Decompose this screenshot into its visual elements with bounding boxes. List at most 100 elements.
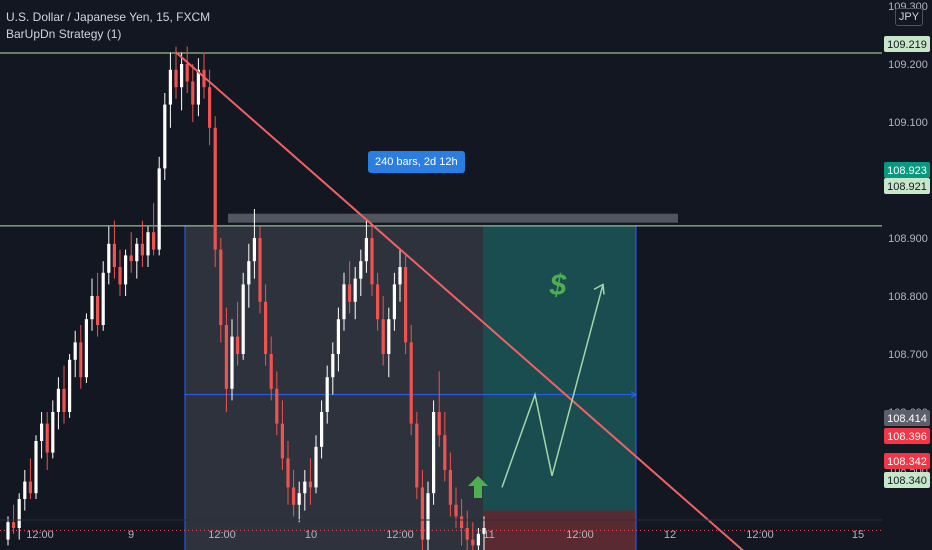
- candle-body: [415, 423, 419, 488]
- candle-body: [258, 238, 262, 302]
- candle-body: [432, 412, 436, 494]
- price-label-text: 108.396: [887, 431, 927, 443]
- price-label-badge: [884, 410, 930, 426]
- candle-body: [68, 359, 72, 412]
- candle-body: [6, 522, 10, 540]
- candle-body: [353, 278, 357, 302]
- measure-range-zone[interactable]: [185, 225, 483, 550]
- target-zone[interactable]: [483, 225, 636, 511]
- candle-body: [336, 319, 340, 354]
- candle-body: [426, 493, 430, 540]
- candle-body: [174, 69, 178, 88]
- candle-body: [34, 441, 38, 494]
- candle-body: [387, 319, 391, 354]
- candle-body: [196, 69, 200, 105]
- candle-body: [157, 168, 161, 250]
- time-tick-label: 12:00: [566, 529, 594, 541]
- price-tick-label: 108.700: [888, 349, 928, 361]
- price-label-badge: [884, 178, 930, 194]
- candle-body: [320, 412, 324, 447]
- candle-body: [146, 232, 150, 256]
- candle-body: [23, 481, 27, 499]
- projection-path[interactable]: [501, 284, 604, 488]
- candle-body: [460, 516, 464, 528]
- candle-body: [107, 243, 111, 273]
- candle-body: [112, 243, 116, 267]
- candle-body: [437, 412, 441, 436]
- candle-body: [168, 69, 172, 105]
- candle-body: [286, 458, 290, 488]
- candle-body: [62, 388, 66, 412]
- candle-body: [292, 487, 296, 505]
- candle-body: [236, 336, 240, 354]
- price-label-text: 108.923: [887, 165, 927, 177]
- descending-trendline[interactable]: [175, 51, 757, 550]
- candle-body: [101, 272, 105, 325]
- candle-body: [180, 64, 184, 88]
- candle-body: [40, 423, 44, 441]
- candle-body: [476, 533, 480, 546]
- candle-body: [79, 342, 83, 378]
- price-label-badge: [884, 36, 930, 52]
- candle-body: [124, 255, 128, 285]
- price-label-text: 109.219: [887, 39, 927, 51]
- projection-arrowhead: [593, 283, 605, 295]
- candle-body: [84, 319, 88, 378]
- candle-body: [331, 354, 335, 378]
- indicator-title[interactable]: BarUpDn Strategy (1): [6, 27, 122, 41]
- price-label-badge: [884, 453, 930, 469]
- candle-body: [392, 284, 396, 320]
- time-tick-label: 12:00: [26, 529, 54, 541]
- candle-body: [152, 232, 156, 250]
- candle-body: [454, 504, 458, 517]
- candle-body: [230, 336, 234, 389]
- candle-body: [247, 261, 251, 285]
- price-tick-label: 109.200: [888, 59, 928, 71]
- candle-body: [224, 325, 228, 389]
- time-tick-label: 12:00: [386, 529, 414, 541]
- time-tick-label: 12:00: [746, 529, 774, 541]
- candle-body: [482, 528, 486, 534]
- candle-body: [163, 104, 167, 169]
- candle-body: [213, 127, 217, 250]
- candle-body: [381, 319, 385, 354]
- candle-body: [28, 481, 32, 494]
- candle-body: [12, 522, 16, 528]
- candle-body: [325, 377, 329, 412]
- candle-body: [348, 284, 352, 302]
- candle-body: [297, 493, 301, 505]
- candle-body: [420, 487, 424, 540]
- candle-body: [191, 81, 195, 105]
- candle-body: [96, 296, 100, 325]
- candle-body: [185, 64, 189, 82]
- candle-body: [376, 284, 380, 320]
- price-label-badge: [884, 428, 930, 444]
- candle-body: [404, 267, 408, 343]
- candle-body: [448, 470, 452, 505]
- candle-body: [90, 296, 94, 320]
- price-tick-label: 108.800: [888, 291, 928, 303]
- time-tick-label: 15: [852, 529, 864, 541]
- resistance-zone[interactable]: [228, 213, 678, 223]
- candle-body: [45, 423, 49, 453]
- stop-zone[interactable]: [483, 510, 636, 550]
- chart-legend: U.S. Dollar / Japanese Yen, 15, FXCM Bar…: [6, 9, 210, 43]
- currency-badge[interactable]: JPY: [895, 8, 923, 26]
- time-tick-label: 9: [128, 529, 134, 541]
- time-tick-label: 11: [483, 529, 494, 541]
- candle-body: [409, 342, 413, 424]
- candle-body: [17, 499, 21, 528]
- time-tick-label: 12: [664, 529, 676, 541]
- candle-body: [303, 481, 307, 494]
- time-tick-label: 12:00: [208, 529, 236, 541]
- price-label-text: 108.342: [887, 456, 927, 468]
- price-tick-label: 109.100: [888, 117, 928, 129]
- candle-body: [140, 243, 144, 256]
- price-tick-label: 108.900: [888, 233, 928, 245]
- candle-body: [73, 342, 77, 360]
- candle-body: [314, 446, 318, 488]
- candle-body: [56, 388, 60, 412]
- dollar-annotation: $: [549, 269, 567, 302]
- symbol-title[interactable]: U.S. Dollar / Japanese Yen, 15, FXCM: [6, 10, 211, 24]
